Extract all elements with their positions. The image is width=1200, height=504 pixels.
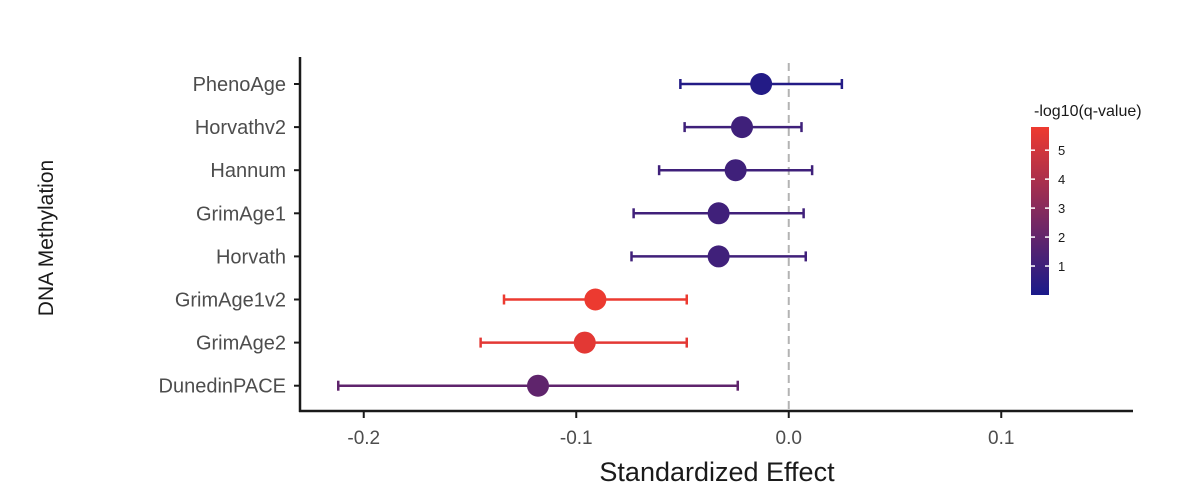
- legend-colorbar: [1031, 127, 1049, 295]
- point-estimate: [573, 331, 596, 354]
- legend-tick-label: 5: [1058, 143, 1065, 158]
- y-tick-label: GrimAge2: [196, 333, 286, 355]
- y-tick-label: Horvathv2: [195, 117, 286, 139]
- x-tick-label: -0.1: [560, 428, 593, 449]
- legend-tick-label: 1: [1058, 259, 1065, 274]
- y-axis-labels: PhenoAge Horvathv2 Hannum GrimAge1 Horvath Gr…: [159, 74, 300, 398]
- plot-marks: [337, 63, 844, 411]
- legend-tick-label: 3: [1058, 201, 1065, 216]
- point-estimate: [707, 245, 730, 268]
- point-estimate: [707, 202, 730, 225]
- y-tick-label: Hannum: [210, 160, 286, 182]
- legend-title: -log10(q-value): [1034, 103, 1142, 120]
- row-horvath: [630, 245, 807, 268]
- point-estimate: [724, 159, 747, 182]
- x-tick-label: 0.1: [988, 428, 1014, 449]
- row-horvathv2: [683, 116, 803, 139]
- x-tick-label: -0.2: [347, 428, 380, 449]
- color-legend: -log10(q-value) 1 2 3 4 5: [1031, 103, 1142, 295]
- point-estimate: [527, 374, 549, 397]
- point-estimate: [584, 288, 607, 311]
- y-tick-label: Horvath: [216, 246, 286, 268]
- y-tick-label: PhenoAge: [193, 74, 286, 96]
- x-axis-ticks: -0.2 -0.1 0.0 0.1: [347, 411, 1014, 449]
- row-grimage1: [632, 202, 805, 225]
- y-tick-label: GrimAge1v2: [175, 290, 286, 312]
- point-estimate: [731, 116, 753, 139]
- row-phenoage: [679, 73, 844, 95]
- row-grimage1v2: [502, 288, 688, 311]
- row-grimage2: [479, 331, 688, 354]
- y-tick-label: GrimAge1: [196, 203, 286, 225]
- y-tick-label: DunedinPACE: [159, 376, 286, 398]
- legend-tick-label: 2: [1058, 230, 1065, 245]
- y-axis-title: DNA Methylation: [35, 160, 58, 316]
- x-axis-title: Standardized Effect: [599, 457, 835, 487]
- point-estimate: [750, 73, 773, 95]
- row-dunedinpace: [337, 374, 739, 397]
- legend-tick-label: 4: [1058, 172, 1065, 187]
- row-hannum: [657, 159, 814, 182]
- x-tick-label: 0.0: [776, 428, 802, 449]
